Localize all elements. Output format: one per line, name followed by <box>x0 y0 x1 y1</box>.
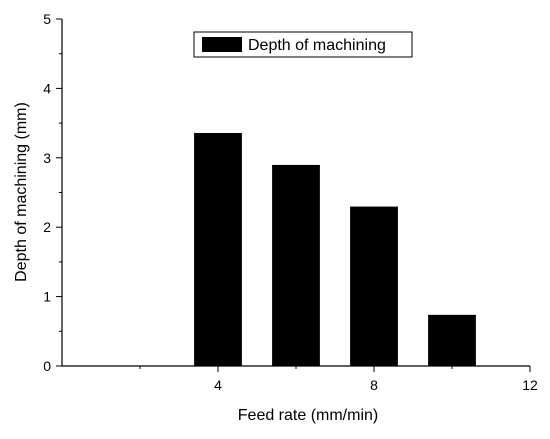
x-ticks-group: 4 8 12 <box>139 366 538 393</box>
y-ticks-group: 0 1 2 3 4 5 <box>43 11 62 374</box>
bar-4 <box>194 133 242 367</box>
bar-8 <box>350 206 398 367</box>
y-tick-label-3: 3 <box>43 150 51 166</box>
y-axis-title: Depth of machining (mm) <box>13 102 30 282</box>
y-tick-label-5: 5 <box>43 11 51 27</box>
y-tick-label-1: 1 <box>43 289 51 305</box>
x-tick-label-4: 4 <box>214 377 222 393</box>
x-tick-label-12: 12 <box>522 377 538 393</box>
bar-10 <box>428 314 476 367</box>
legend-swatch <box>202 37 242 52</box>
y-tick-label-2: 2 <box>43 219 51 235</box>
x-axis-title: Feed rate (mm/min) <box>238 407 378 424</box>
bar-6 <box>272 164 320 367</box>
bars-group <box>194 133 476 367</box>
y-tick-label-0: 0 <box>43 358 51 374</box>
y-tick-label-4: 4 <box>43 80 51 96</box>
legend: Depth of machining <box>193 31 413 58</box>
x-tick-label-8: 8 <box>370 377 378 393</box>
legend-label: Depth of machining <box>248 37 386 54</box>
